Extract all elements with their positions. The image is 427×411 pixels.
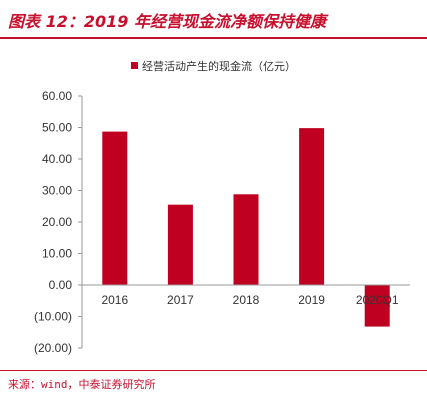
bar-2016 bbox=[102, 131, 128, 285]
bar-2017 bbox=[167, 204, 193, 285]
bar-2020Q1 bbox=[364, 285, 390, 327]
y-tick-label: 0.00 bbox=[49, 278, 73, 292]
x-tick-label: 2019 bbox=[298, 293, 325, 307]
y-tick-label: 60.00 bbox=[42, 89, 72, 103]
chart-title: 图表 12：2019 年经营现金流净额保持健康 bbox=[8, 12, 326, 31]
y-tick-label: 50.00 bbox=[42, 121, 72, 135]
y-tick-label: (10.00) bbox=[34, 310, 72, 324]
y-tick-label: 30.00 bbox=[42, 184, 72, 198]
title-divider bbox=[0, 37, 427, 39]
title-bar: 图表 12：2019 年经营现金流净额保持健康 bbox=[0, 0, 427, 40]
y-tick-label: 20.00 bbox=[42, 215, 72, 229]
bar-2018 bbox=[233, 194, 259, 285]
legend: 经营活动产生的现金流（亿元） bbox=[0, 58, 427, 74]
bar-chart: 60.00 50.00 40.00 30.00 20.00 10.00 0.00 (10.00… bbox=[34, 89, 410, 355]
x-tick-label: 2020Q1 bbox=[356, 293, 399, 307]
x-tick-label: 2016 bbox=[101, 293, 128, 307]
y-tick-label: 40.00 bbox=[42, 152, 72, 166]
y-tick-label: 10.00 bbox=[42, 247, 72, 261]
source-note: 来源：wind，中泰证券研究所 bbox=[8, 378, 156, 391]
legend-swatch bbox=[131, 62, 138, 69]
legend-label: 经营活动产生的现金流（亿元） bbox=[142, 60, 296, 73]
x-tick-label: 2018 bbox=[233, 293, 260, 307]
bar-2019 bbox=[299, 128, 325, 285]
footer-divider bbox=[0, 370, 427, 371]
y-tick-label: (20.00) bbox=[34, 341, 72, 355]
x-tick-label: 2017 bbox=[167, 293, 194, 307]
